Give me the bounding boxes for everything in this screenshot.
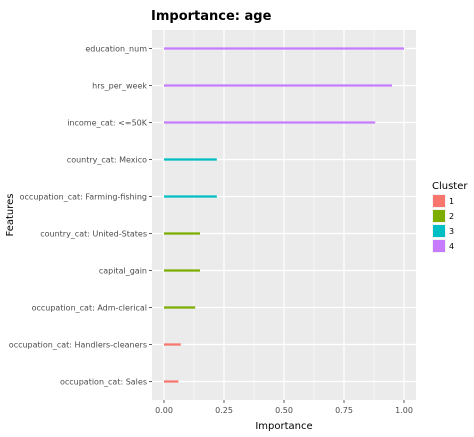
y-tick-label: occupation_cat: Farming-fishing	[20, 193, 147, 202]
legend-label: 3	[449, 227, 454, 236]
x-tick-label: 0.00	[155, 406, 173, 415]
y-tick-label: occupation_cat: Adm-clerical	[32, 304, 147, 313]
legend-swatch	[433, 240, 445, 252]
legend: Cluster 1 2 3 4	[432, 181, 468, 253]
legend-label: 2	[449, 212, 454, 221]
y-tick-label: occupation_cat: Handlers-cleaners	[9, 341, 147, 350]
x-tick-label: 1.00	[395, 406, 413, 415]
x-tick-label: 0.25	[215, 406, 233, 415]
y-tick-label: country_cat: United-States	[40, 230, 147, 239]
x-tick-label: 0.75	[335, 406, 353, 415]
y-axis-title: Features	[5, 194, 16, 237]
legend-label: 1	[449, 197, 454, 206]
legend-label: 4	[449, 242, 454, 251]
y-tick-labels: education_num hrs_per_week income_cat: <=5…	[9, 45, 152, 387]
chart-title: Importance: age	[151, 9, 272, 24]
y-tick-label: country_cat: Mexico	[67, 156, 147, 165]
x-tick-label: 0.50	[275, 406, 293, 415]
legend-swatch	[433, 210, 445, 222]
x-tick-labels: 0.00 0.25 0.50 0.75 1.00	[155, 400, 413, 415]
legend-swatch	[433, 195, 445, 207]
y-tick-label: capital_gain	[99, 267, 147, 276]
y-tick-label: hrs_per_week	[92, 82, 147, 91]
y-tick-label: education_num	[85, 45, 147, 54]
legend-title: Cluster	[432, 181, 468, 192]
y-tick-label: occupation_cat: Sales	[60, 378, 147, 387]
legend-swatch	[433, 225, 445, 237]
bar-segments	[164, 47, 404, 383]
x-axis-title: Importance	[255, 421, 312, 432]
y-tick-label: income_cat: <=50K	[67, 119, 148, 128]
